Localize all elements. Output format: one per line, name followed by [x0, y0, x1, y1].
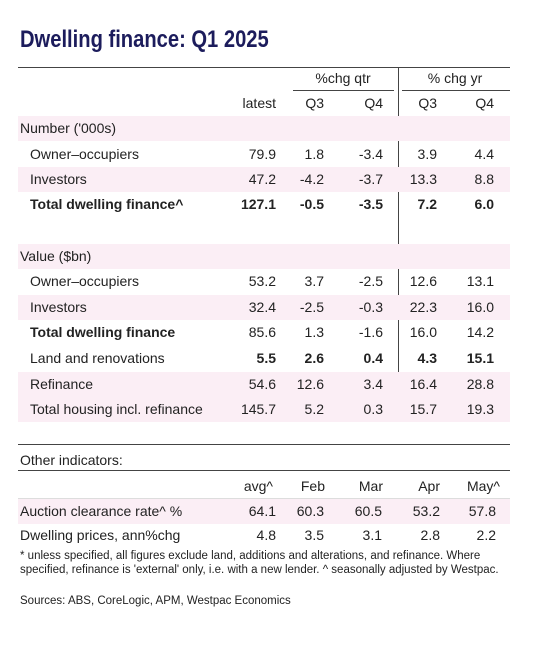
- cell: -1.6: [358, 324, 383, 340]
- row-label: Total dwelling finance: [30, 324, 176, 340]
- cell: -2.5: [358, 273, 383, 289]
- cell: 28.8: [466, 376, 494, 392]
- row-label: Auction clearance rate^ %: [20, 503, 183, 519]
- column-header: Q3: [418, 95, 437, 111]
- row-label: Total housing incl. refinance: [30, 401, 203, 417]
- cell: 60.5: [354, 503, 382, 519]
- column-header: latest: [242, 95, 276, 111]
- cell: 16.0: [466, 299, 494, 315]
- cell: 3.1: [362, 527, 382, 543]
- cell: 2.8: [420, 527, 440, 543]
- cell: 16.4: [409, 376, 437, 392]
- cell: 12.6: [296, 376, 324, 392]
- cell: 3.7: [304, 273, 324, 289]
- cell: -4.2: [299, 171, 324, 187]
- row-shading: [18, 166, 510, 192]
- cell: 19.3: [466, 401, 494, 417]
- title: Dwelling finance: Q1 2025: [20, 26, 269, 53]
- cell: 13.3: [409, 171, 437, 187]
- group-header: %chg qtr: [315, 70, 371, 86]
- cell: 8.8: [474, 171, 494, 187]
- row-shading: [18, 115, 510, 141]
- rule: [18, 444, 510, 445]
- column-header: Q4: [364, 95, 383, 111]
- cell: 12.6: [409, 273, 437, 289]
- row-label: Investors: [30, 171, 87, 187]
- cell: 54.6: [248, 376, 276, 392]
- cell: -2.5: [299, 299, 324, 315]
- column-header: Apr: [418, 478, 440, 494]
- row-label: Land and renovations: [30, 350, 165, 366]
- cell: -0.3: [358, 299, 383, 315]
- cell: 32.4: [248, 299, 276, 315]
- cell: 79.9: [248, 146, 276, 162]
- row-label: Owner–occupiers: [30, 146, 139, 162]
- cell: 64.1: [248, 503, 276, 519]
- cell: 3.9: [417, 146, 437, 162]
- cell: 16.0: [409, 324, 437, 340]
- section-heading: Value ($bn): [20, 248, 92, 264]
- row-shading: [18, 294, 510, 320]
- column-header: May^: [466, 478, 500, 494]
- cell: 3.4: [363, 376, 383, 392]
- cell: 4.4: [474, 146, 494, 162]
- cell: 145.7: [240, 401, 276, 417]
- column-header: avg^: [243, 478, 273, 494]
- cell: 3.5: [304, 527, 324, 543]
- row-shading: [18, 498, 510, 524]
- row-shading: [18, 371, 510, 397]
- cell: 57.8: [468, 503, 496, 519]
- footnote: * unless specified, all figures exclude …: [20, 550, 499, 576]
- row-label: Dwelling prices, ann%chg: [20, 527, 181, 543]
- cell: 0.4: [363, 350, 383, 366]
- rule: [18, 67, 510, 68]
- row-label: Owner–occupiers: [30, 273, 139, 289]
- section-heading: Number ('000s): [20, 120, 117, 136]
- row-label: Refinance: [30, 376, 94, 392]
- column-divider: [398, 67, 399, 418]
- cell: 7.2: [417, 196, 437, 212]
- cell: 14.2: [466, 324, 494, 340]
- cell: 4.3: [417, 350, 437, 366]
- cell: 2.2: [476, 527, 496, 543]
- sources: Sources: ABS, CoreLogic, APM, Westpac Ec…: [20, 595, 291, 607]
- cell: 5.5: [256, 350, 276, 366]
- group-header: % chg yr: [427, 70, 483, 86]
- rule: [402, 90, 510, 91]
- row-label: Total dwelling finance^: [30, 196, 184, 212]
- cell: 0.3: [363, 401, 383, 417]
- column-header: Mar: [358, 478, 383, 494]
- cell: 15.1: [466, 350, 494, 366]
- cell: 6.0: [474, 196, 494, 212]
- cell: 53.2: [248, 273, 276, 289]
- section-heading: Other indicators:: [20, 452, 123, 468]
- cell: 53.2: [412, 503, 440, 519]
- cell: 60.3: [296, 503, 324, 519]
- cell: 15.7: [409, 401, 437, 417]
- row-label: Investors: [30, 299, 87, 315]
- cell: 127.1: [240, 196, 276, 212]
- row-shading: [18, 396, 510, 422]
- cell: 4.8: [256, 527, 276, 543]
- cell: 1.8: [304, 146, 324, 162]
- cell: 5.2: [304, 401, 324, 417]
- cell: 1.3: [304, 324, 324, 340]
- cell: 85.6: [248, 324, 276, 340]
- cell: 47.2: [248, 171, 276, 187]
- cell: -3.7: [358, 171, 383, 187]
- cell: 2.6: [304, 350, 324, 366]
- rule: [293, 90, 394, 91]
- cell: -3.4: [358, 146, 383, 162]
- row-shading: [18, 243, 510, 269]
- cell: 13.1: [466, 273, 494, 289]
- rule: [18, 470, 510, 471]
- column-header: Q4: [475, 95, 494, 111]
- cell: 22.3: [409, 299, 437, 315]
- cell: -0.5: [299, 196, 324, 212]
- column-header: Feb: [300, 478, 325, 494]
- column-header: Q3: [305, 95, 324, 111]
- cell: -3.5: [358, 196, 383, 212]
